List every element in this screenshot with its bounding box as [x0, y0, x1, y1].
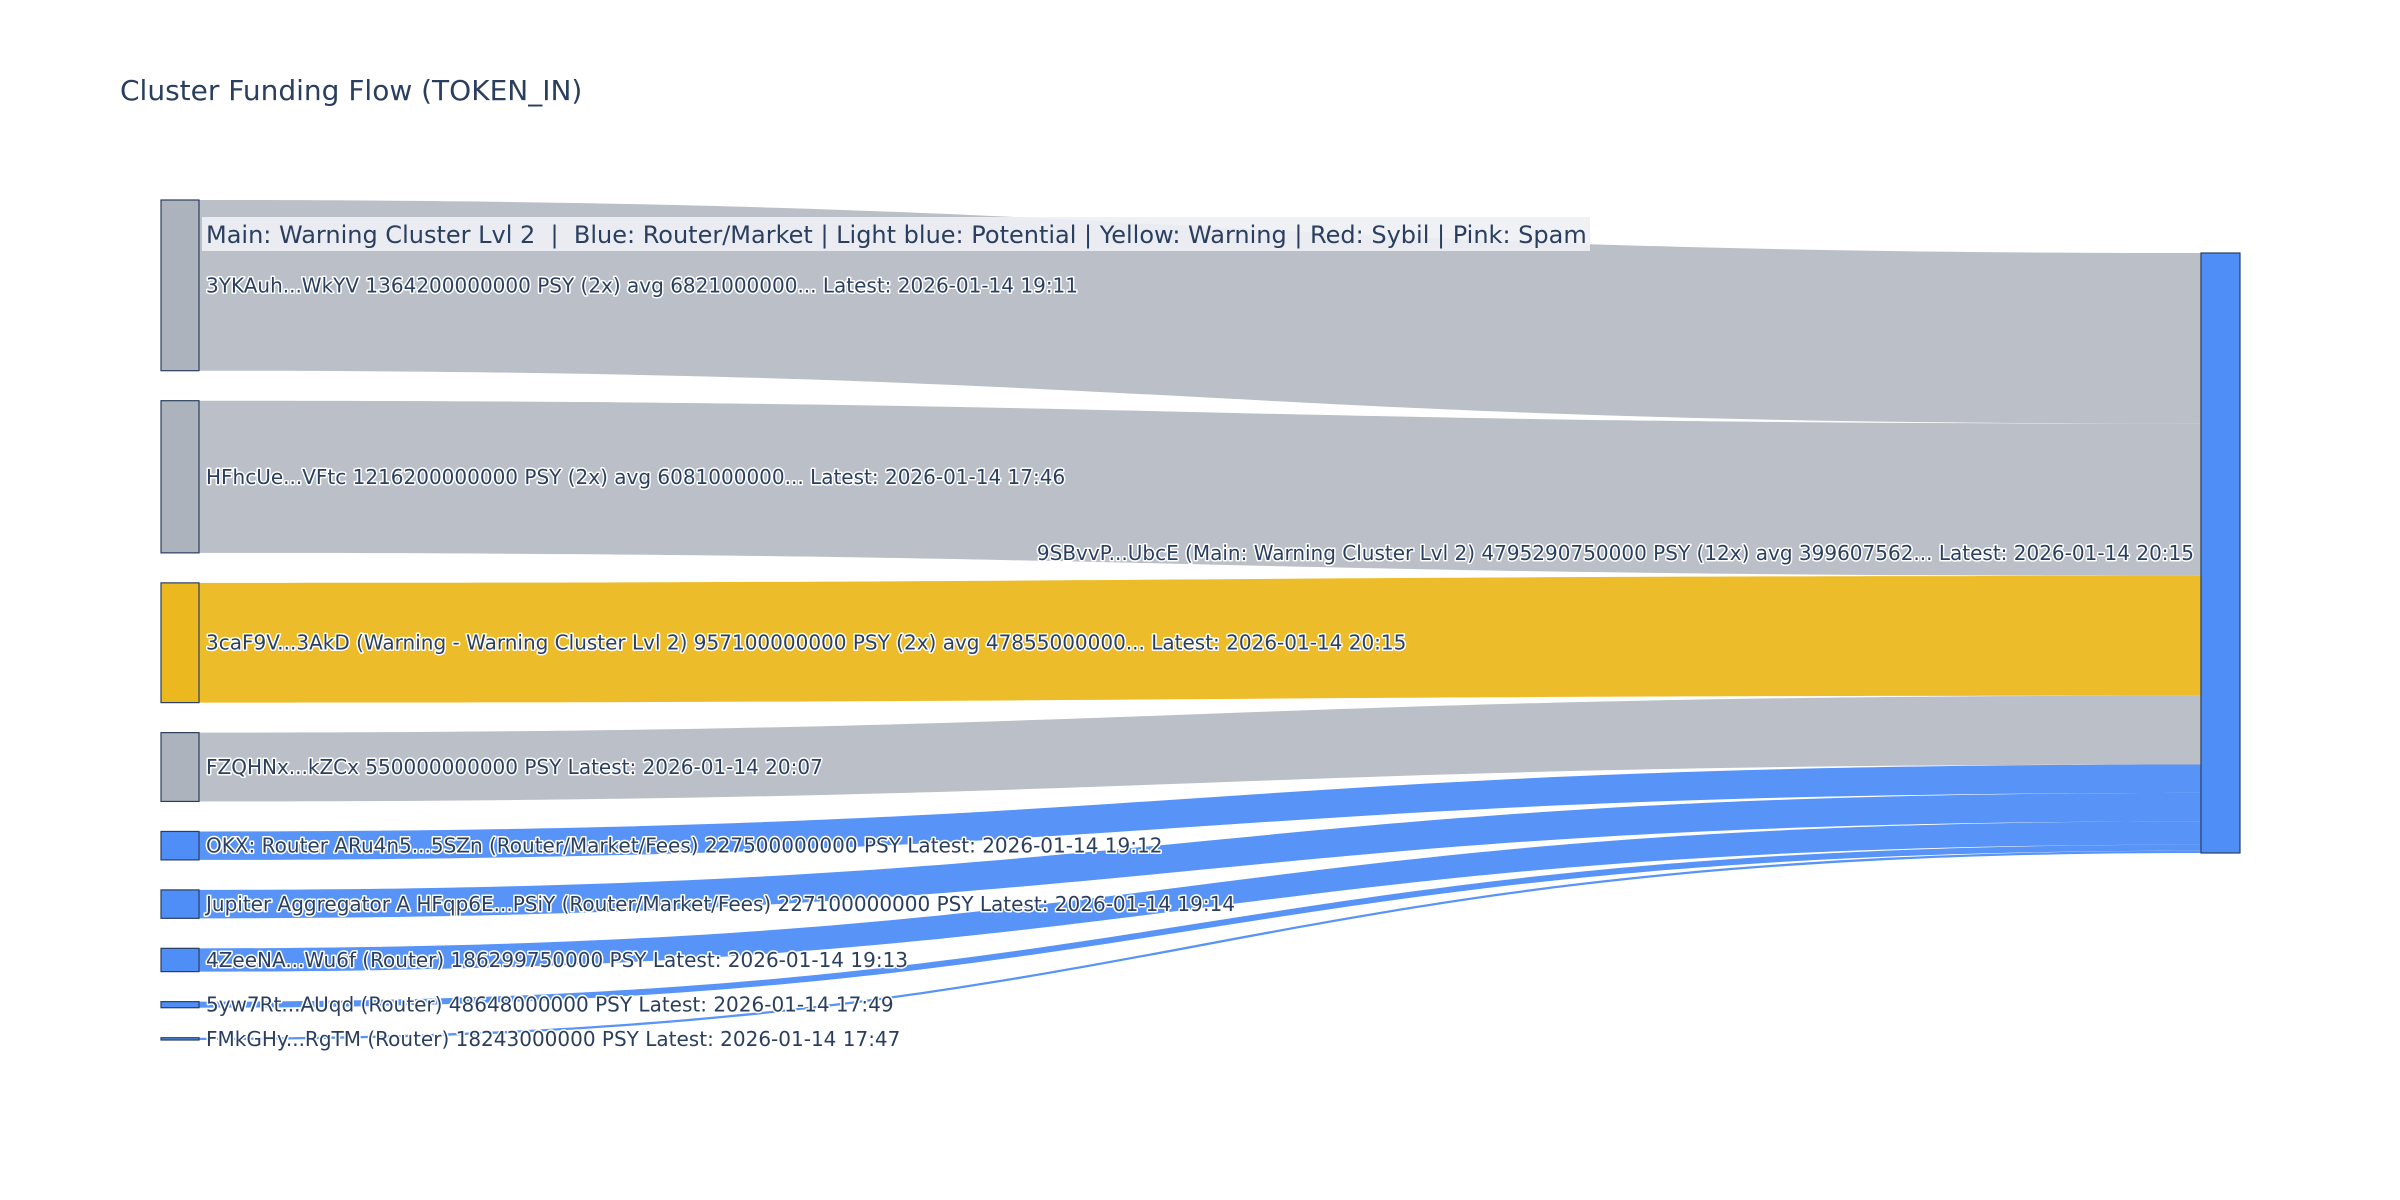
target-node[interactable] — [2200, 252, 2241, 854]
nodes-layer — [160, 199, 2241, 1041]
source-label: 5yw7Rt...AUqd (Router) 48648000000 PSY L… — [206, 993, 894, 1017]
source-node[interactable] — [160, 582, 200, 704]
flow-link[interactable] — [199, 200, 2201, 424]
target-label: 9SBvvP...UbcE (Main: Warning Cluster Lvl… — [1037, 541, 2194, 565]
source-node[interactable] — [160, 199, 200, 372]
source-label: 3caF9V...3AkD (Warning - Warning Cluster… — [206, 631, 1406, 655]
source-label: OKX: Router ARu4n5...5SZn (Router/Market… — [206, 834, 1162, 858]
labels-layer: 3YKAuh...WkYV 1364200000000 PSY (2x) avg… — [203, 272, 2196, 1053]
flow-link[interactable] — [199, 575, 2201, 703]
source-node[interactable] — [160, 400, 200, 554]
source-label: 4ZeeNA...Wu6f (Router) 186299750000 PSY … — [206, 948, 908, 972]
flow-link[interactable] — [199, 400, 2201, 576]
source-label: Jupiter Aggregator A HFqp6E...PSiY (Rout… — [204, 892, 1235, 916]
source-node[interactable] — [160, 889, 200, 919]
flow-link[interactable] — [199, 850, 2201, 1040]
flow-link[interactable] — [199, 792, 2201, 919]
legend-box — [202, 217, 1590, 251]
flow-link[interactable] — [199, 764, 2201, 860]
source-label: FZQHNx...kZCx 550000000000 PSY Latest: 2… — [206, 755, 823, 779]
chart-title: Cluster Funding Flow (TOKEN_IN) — [120, 74, 582, 107]
flow-link[interactable] — [199, 821, 2201, 972]
legend-annotation: Main: Warning Cluster Lvl 2 | Blue: Rout… — [202, 217, 1590, 251]
source-label: 3YKAuh...WkYV 1364200000000 PSY (2x) avg… — [206, 273, 1078, 297]
source-node[interactable] — [160, 1001, 200, 1009]
flow-link[interactable] — [199, 695, 2201, 802]
source-node[interactable] — [160, 947, 200, 973]
legend-text: Main: Warning Cluster Lvl 2 | Blue: Rout… — [206, 221, 1587, 249]
flow-link[interactable] — [199, 844, 2201, 1008]
source-label: FMkGHy...RgTM (Router) 18243000000 PSY L… — [206, 1027, 900, 1051]
source-node[interactable] — [160, 1037, 200, 1041]
source-node[interactable] — [160, 830, 200, 861]
source-label: HFhcUe...VFtc 1216200000000 PSY (2x) avg… — [206, 465, 1065, 489]
source-node[interactable] — [160, 732, 200, 803]
links-layer — [199, 200, 2201, 1040]
